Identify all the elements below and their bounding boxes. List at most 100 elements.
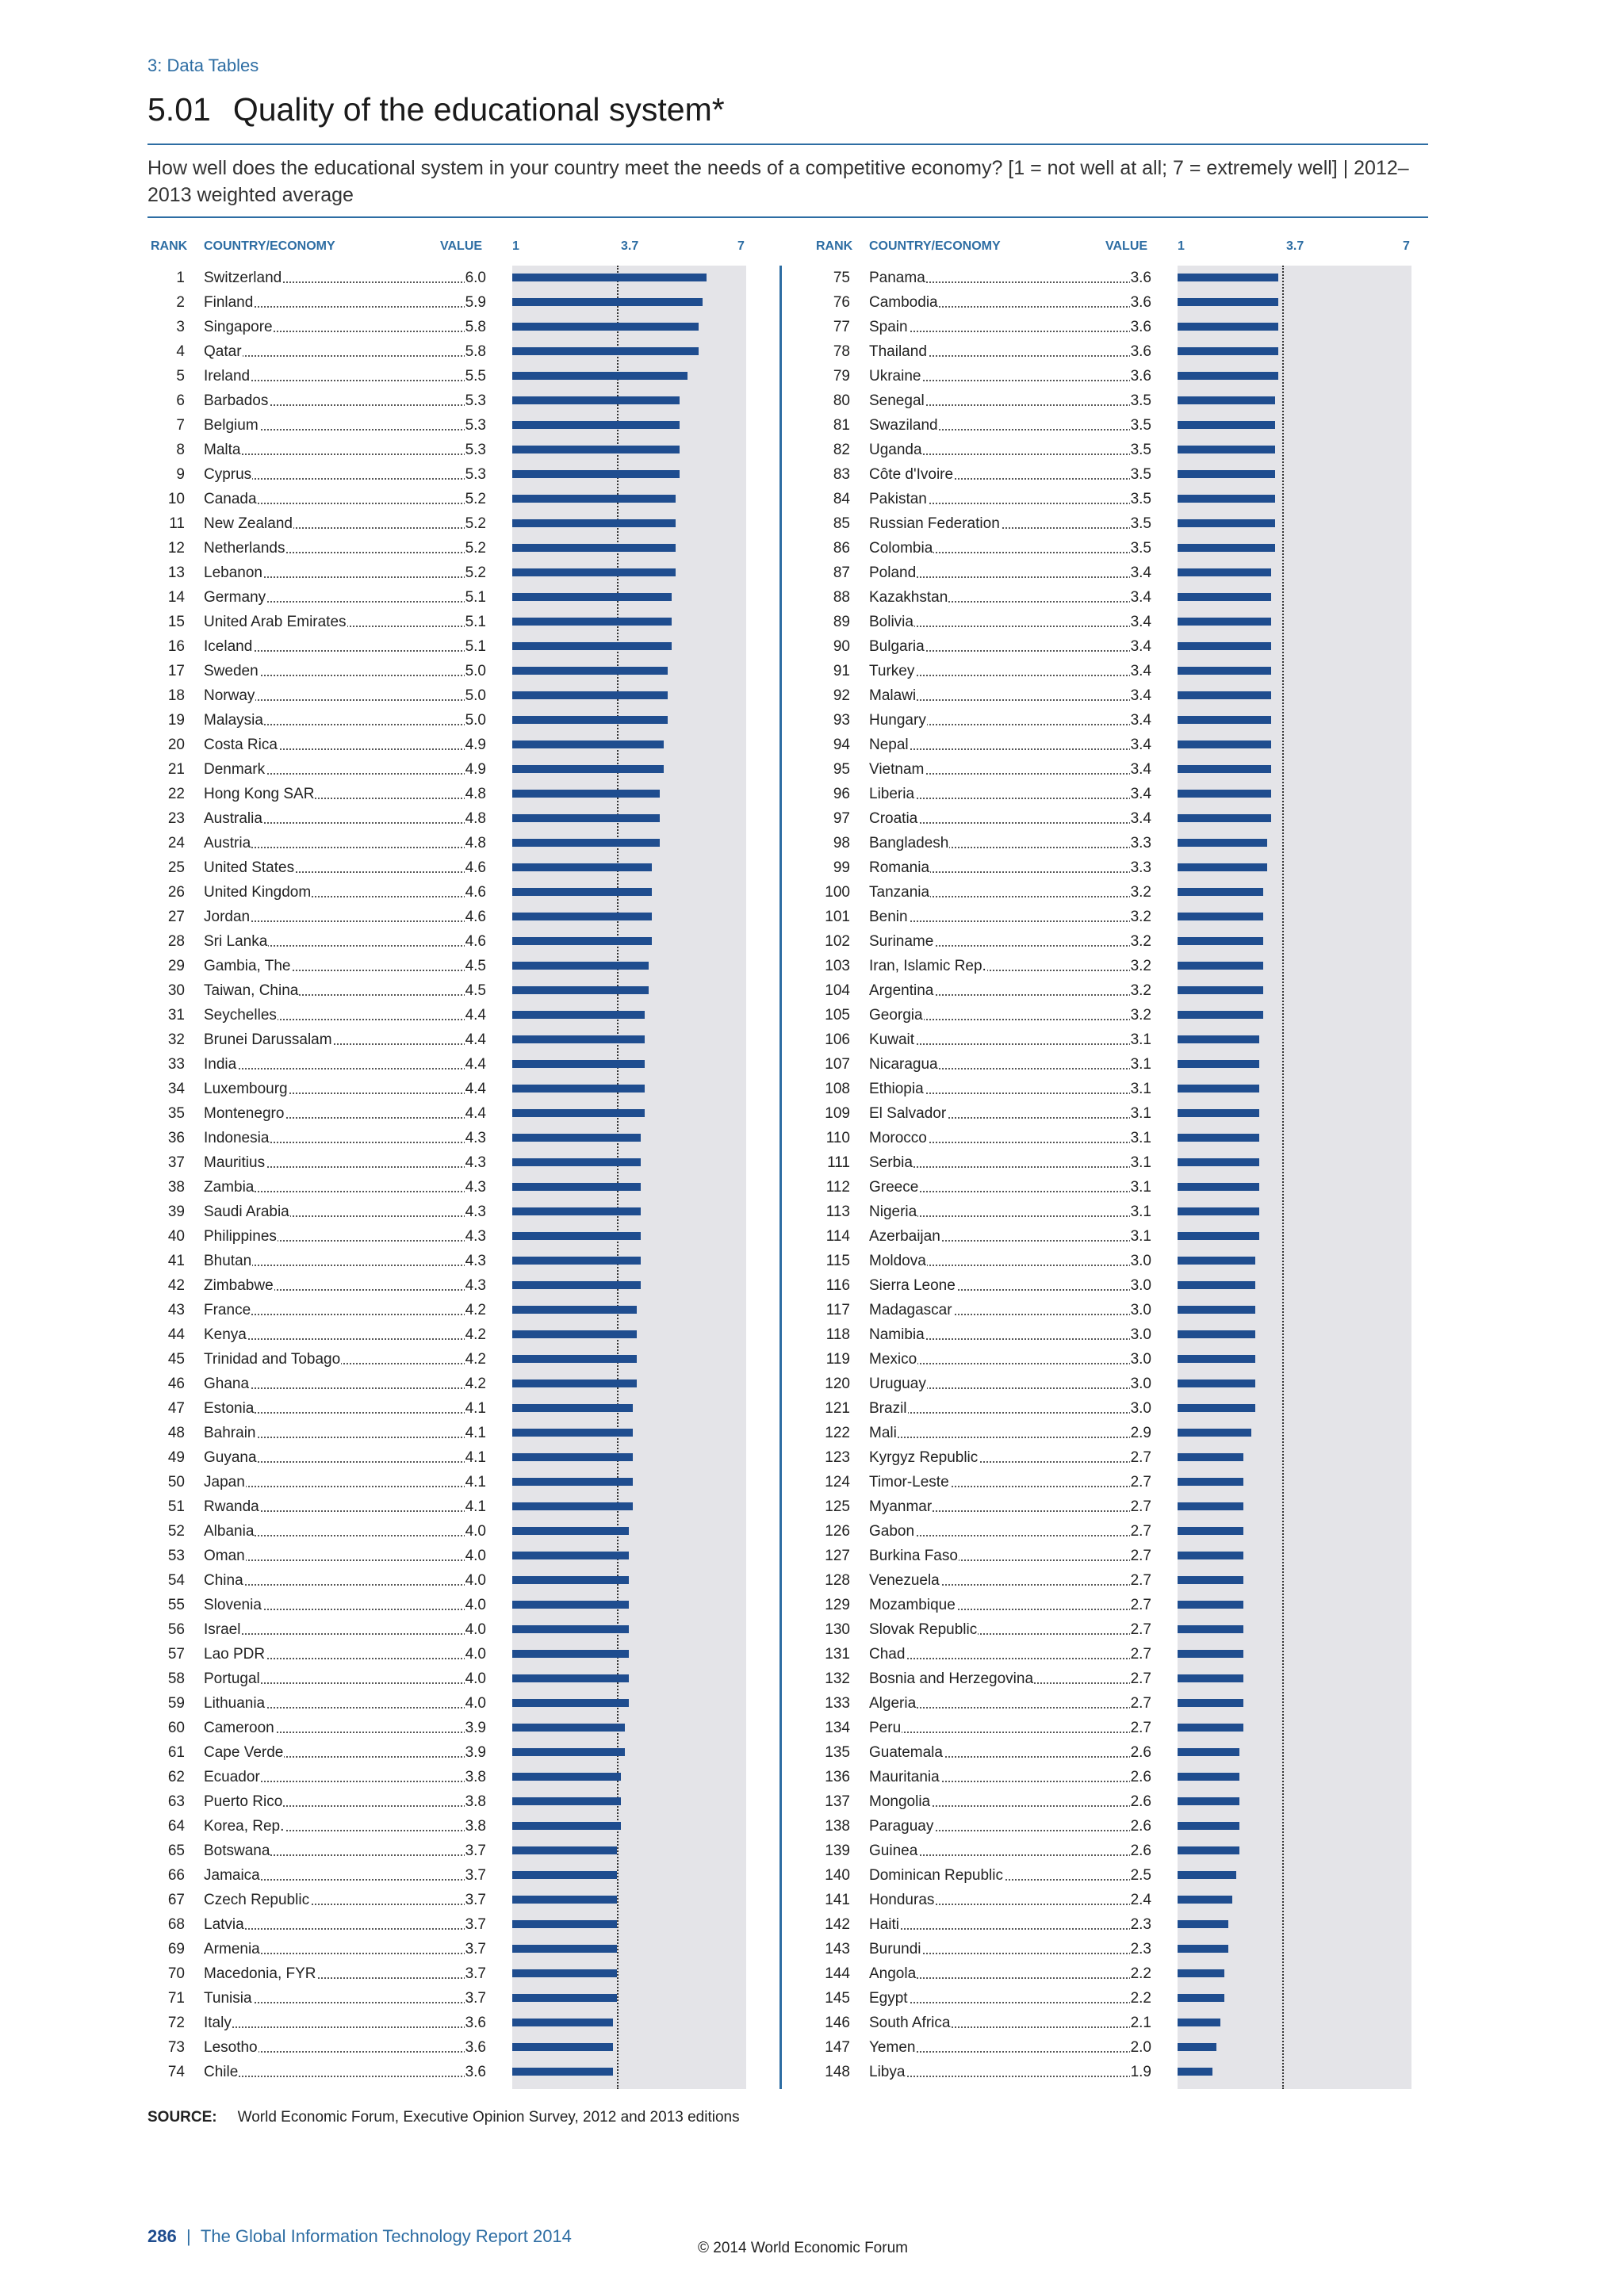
- rank-cell: 74: [167, 2064, 185, 2080]
- country-cell: Rwanda 4.1: [204, 1494, 486, 1519]
- table-row: 122 Mali 2.9: [813, 1421, 1447, 1445]
- value-bar: [1178, 937, 1263, 945]
- value-cell: 4.0: [464, 1519, 486, 1544]
- source-text: World Economic Forum, Executive Opinion …: [237, 2109, 740, 2126]
- table-row: 46 Ghana 4.2: [147, 1372, 782, 1396]
- rank-cell: 141: [825, 1892, 850, 1908]
- value-cell: 3.2: [1129, 880, 1151, 905]
- table-row: 62 Ecuador 3.8: [147, 1765, 782, 1789]
- table-row: 14 Germany 5.1: [147, 585, 782, 610]
- header-country-right: COUNTRY/ECONOMY: [869, 239, 1001, 253]
- table-row: 95 Vietnam 3.4: [813, 757, 1447, 782]
- rank-cell: 61: [167, 1744, 185, 1761]
- value-bar: [1178, 1035, 1259, 1043]
- rank-cell: 131: [825, 1646, 850, 1663]
- table-row: 121 Brazil 3.0: [813, 1396, 1447, 1421]
- country-name: Korea, Rep.: [204, 1818, 285, 1835]
- country-cell: Armenia 3.7: [204, 1937, 486, 1961]
- value-bar: [1178, 839, 1267, 847]
- table-row: 24 Austria 4.8: [147, 831, 782, 855]
- country-name: Canada: [204, 491, 258, 507]
- dot-leader: [204, 331, 465, 332]
- table-row: 105 Georgia 3.2: [813, 1003, 1447, 1027]
- value-bar: [1178, 1478, 1244, 1486]
- rank-cell: 128: [825, 1572, 850, 1589]
- rank-cell: 25: [167, 859, 185, 876]
- country-name: Gabon: [869, 1523, 916, 1540]
- country-cell: Tanzania 3.2: [869, 880, 1151, 905]
- country-cell: Hungary 3.4: [869, 708, 1151, 733]
- value-cell: 4.1: [464, 1494, 486, 1519]
- table-row: 35 Montenegro 4.4: [147, 1101, 782, 1126]
- country-name: Ireland: [204, 368, 251, 385]
- table-row: 109 El Salvador 3.1: [813, 1101, 1447, 1126]
- country-cell: Lesotho 3.6: [204, 2035, 486, 2060]
- title-divider: [147, 144, 1428, 145]
- rank-cell: 35: [167, 1105, 185, 1122]
- country-cell: Latvia 3.7: [204, 1912, 486, 1937]
- country-name: Peru: [869, 1720, 902, 1736]
- value-cell: 3.8: [464, 1789, 486, 1814]
- table-row: 128 Venezuela 2.7: [813, 1568, 1447, 1593]
- rank-cell: 60: [167, 1720, 185, 1736]
- rank-cell: 86: [833, 540, 850, 557]
- table-row: 138 Paraguay 2.6: [813, 1814, 1447, 1839]
- value-bar: [1178, 1945, 1228, 1953]
- dot-leader: [204, 1707, 465, 1709]
- rank-cell: 75: [833, 270, 850, 286]
- country-name: Bosnia and Herzegovina: [869, 1670, 1035, 1687]
- country-name: Sri Lanka: [204, 933, 269, 950]
- country-cell: Zambia 4.3: [204, 1175, 486, 1200]
- country-cell: Germany 5.1: [204, 585, 486, 610]
- value-bar: [1178, 1674, 1244, 1682]
- value-bar: [1178, 1920, 1228, 1928]
- table-row: 94 Nepal 3.4: [813, 733, 1447, 757]
- country-cell: Jordan 4.6: [204, 905, 486, 929]
- value-cell: 3.7: [464, 1986, 486, 2011]
- table-row: 30 Taiwan, China 4.5: [147, 978, 782, 1003]
- value-cell: 4.3: [464, 1273, 486, 1298]
- value-cell: 3.1: [1129, 1027, 1151, 1052]
- country-name: Uganda: [869, 442, 923, 458]
- country-name: Iceland: [204, 638, 254, 655]
- rank-cell: 114: [825, 1228, 850, 1245]
- dot-leader: [869, 1338, 1131, 1340]
- title-number: 5.01: [147, 91, 211, 128]
- value-bar: [512, 1724, 626, 1732]
- value-cell: 3.6: [1129, 266, 1151, 290]
- value-bar: [512, 323, 699, 331]
- table-row: 118 Namibia 3.0: [813, 1322, 1447, 1347]
- dot-leader: [204, 2026, 465, 2028]
- table-row: 125 Myanmar 2.7: [813, 1494, 1447, 1519]
- value-cell: 4.1: [464, 1445, 486, 1470]
- country-cell: Malaysia 5.0: [204, 708, 486, 733]
- value-bar: [1178, 1871, 1236, 1879]
- table-row: 21 Denmark 4.9: [147, 757, 782, 782]
- rank-cell: 27: [167, 909, 185, 925]
- rank-cell: 56: [167, 1621, 185, 1638]
- rank-cell: 90: [833, 638, 850, 655]
- rank-cell: 129: [825, 1597, 850, 1613]
- table-row: 12 Netherlands 5.2: [147, 536, 782, 561]
- table-row: 53 Oman 4.0: [147, 1544, 782, 1568]
- value-bar: [512, 1257, 641, 1265]
- table-row: 59 Lithuania 4.0: [147, 1691, 782, 1716]
- country-cell: Argentina 3.2: [869, 978, 1151, 1003]
- table-row: 106 Kuwait 3.1: [813, 1027, 1447, 1052]
- value-cell: 3.5: [1129, 462, 1151, 487]
- country-name: Zambia: [204, 1179, 255, 1196]
- dot-leader: [204, 1535, 465, 1536]
- dot-leader: [869, 1658, 1131, 1659]
- value-bar: [512, 1773, 622, 1781]
- value-bar: [512, 1527, 629, 1535]
- table-row: 4 Qatar 5.8: [147, 339, 782, 364]
- rank-cell: 102: [825, 933, 850, 950]
- country-name: Côte d'Ivoire: [869, 466, 955, 483]
- value-bar: [1178, 1404, 1255, 1412]
- rank-cell: 15: [167, 614, 185, 630]
- value-cell: 4.0: [464, 1568, 486, 1593]
- dot-leader: [869, 355, 1131, 357]
- value-cell: 4.3: [464, 1249, 486, 1273]
- rank-cell: 5: [176, 368, 185, 385]
- value-bar: [512, 1625, 629, 1633]
